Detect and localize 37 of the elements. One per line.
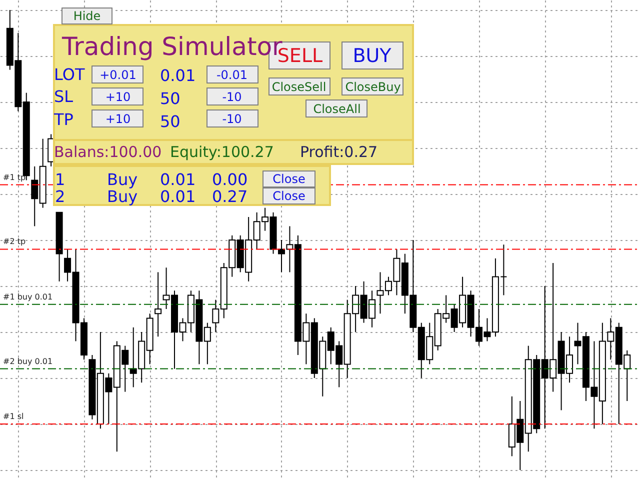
annotation: Hide [73,9,101,23]
annotation: 0.01 [160,66,196,85]
annotation: 50 [160,112,180,131]
candlestick [278,240,285,273]
annotation: Close [272,189,306,203]
annotation: CloseSell [272,80,326,94]
annotation: Buy [107,187,138,206]
annotation: Buy [107,170,138,189]
annotation: SL [54,87,74,106]
annotation: -0.01 [216,68,248,82]
annotation: LOT [54,65,85,84]
annotation: Balans:100.00 [54,143,162,161]
annotation: -10 [222,112,242,126]
ref-line-label: #1 sl [3,412,24,421]
annotation: Profit:0.27 [300,143,378,161]
annotation: 2 [55,187,66,206]
annotation: 0.00 [212,170,248,189]
annotation: +10 [105,90,131,104]
ref-line-label: #1 buy 0.01 [3,292,53,302]
annotation: 0.01 [160,187,196,206]
candlestick [154,272,162,338]
annotation: 50 [160,89,180,108]
annotation: 0.27 [212,187,248,206]
ref-line-label: #1 tp [3,172,26,182]
annotation: Close [272,172,306,186]
annotation: -10 [222,90,242,104]
annotation: BUY [352,45,392,67]
annotation: 1 [55,170,66,189]
annotation: +0.01 [100,68,136,82]
ref-line-label: #2 buy 0.01 [3,356,53,366]
annotation: TP [53,110,74,129]
annotation: CloseBuy [345,80,401,94]
annotation: 0.01 [160,170,196,189]
ref-line-label: #2 tp [3,237,26,246]
annotation: Equity:100.27 [170,143,274,161]
annotation: CloseAll [313,102,361,116]
annotation: +10 [105,112,131,126]
